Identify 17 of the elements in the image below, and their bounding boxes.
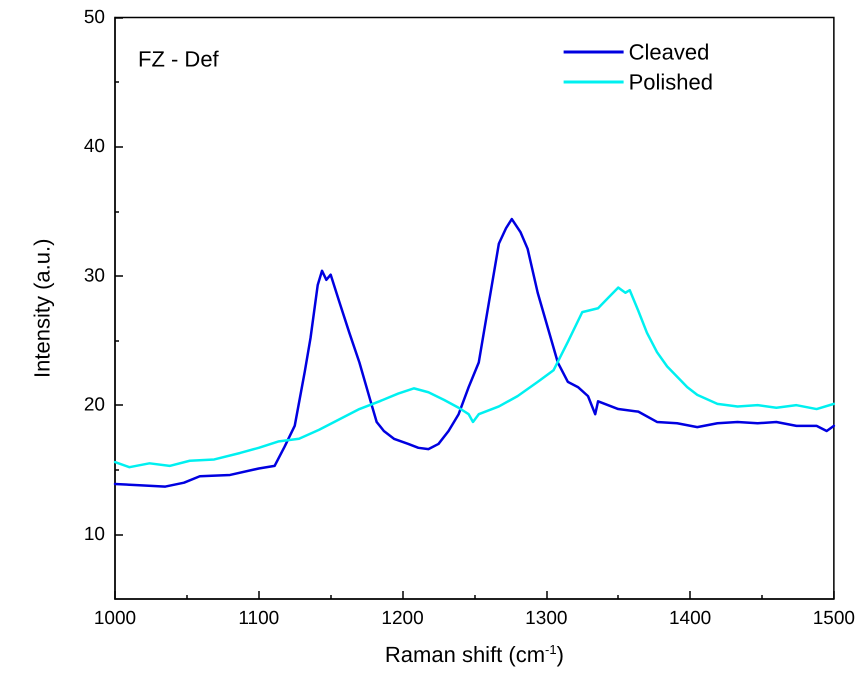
y-tick-label: 40 [84, 136, 105, 158]
line-series [114, 218, 836, 488]
x-tick-label: 1500 [812, 608, 856, 629]
line-series [114, 286, 836, 468]
annotation: FZ - Def [138, 46, 220, 72]
y-tick-label: 50 [84, 7, 105, 28]
legend-label: Polished [628, 70, 713, 94]
x-tick-label: 1400 [668, 608, 712, 629]
y-axis-title: Intensity (a.u.) [30, 238, 54, 378]
y-tick-label: 20 [84, 394, 105, 416]
x-tick-label: 1200 [381, 608, 424, 629]
legend-label: Cleaved [628, 40, 710, 64]
y-tick-label: 30 [84, 265, 105, 286]
x-tick-label: 1100 [238, 608, 280, 629]
x-tick-label: 1300 [525, 608, 568, 629]
x-tick-label: 1000 [94, 608, 136, 629]
y-tick-label: 10 [84, 524, 105, 545]
